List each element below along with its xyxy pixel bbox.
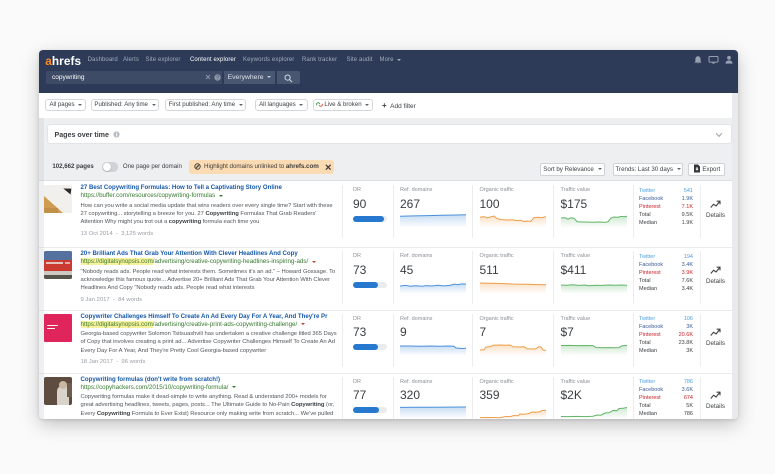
- svg-text:i: i: [116, 132, 118, 138]
- svg-text:?: ?: [216, 75, 219, 81]
